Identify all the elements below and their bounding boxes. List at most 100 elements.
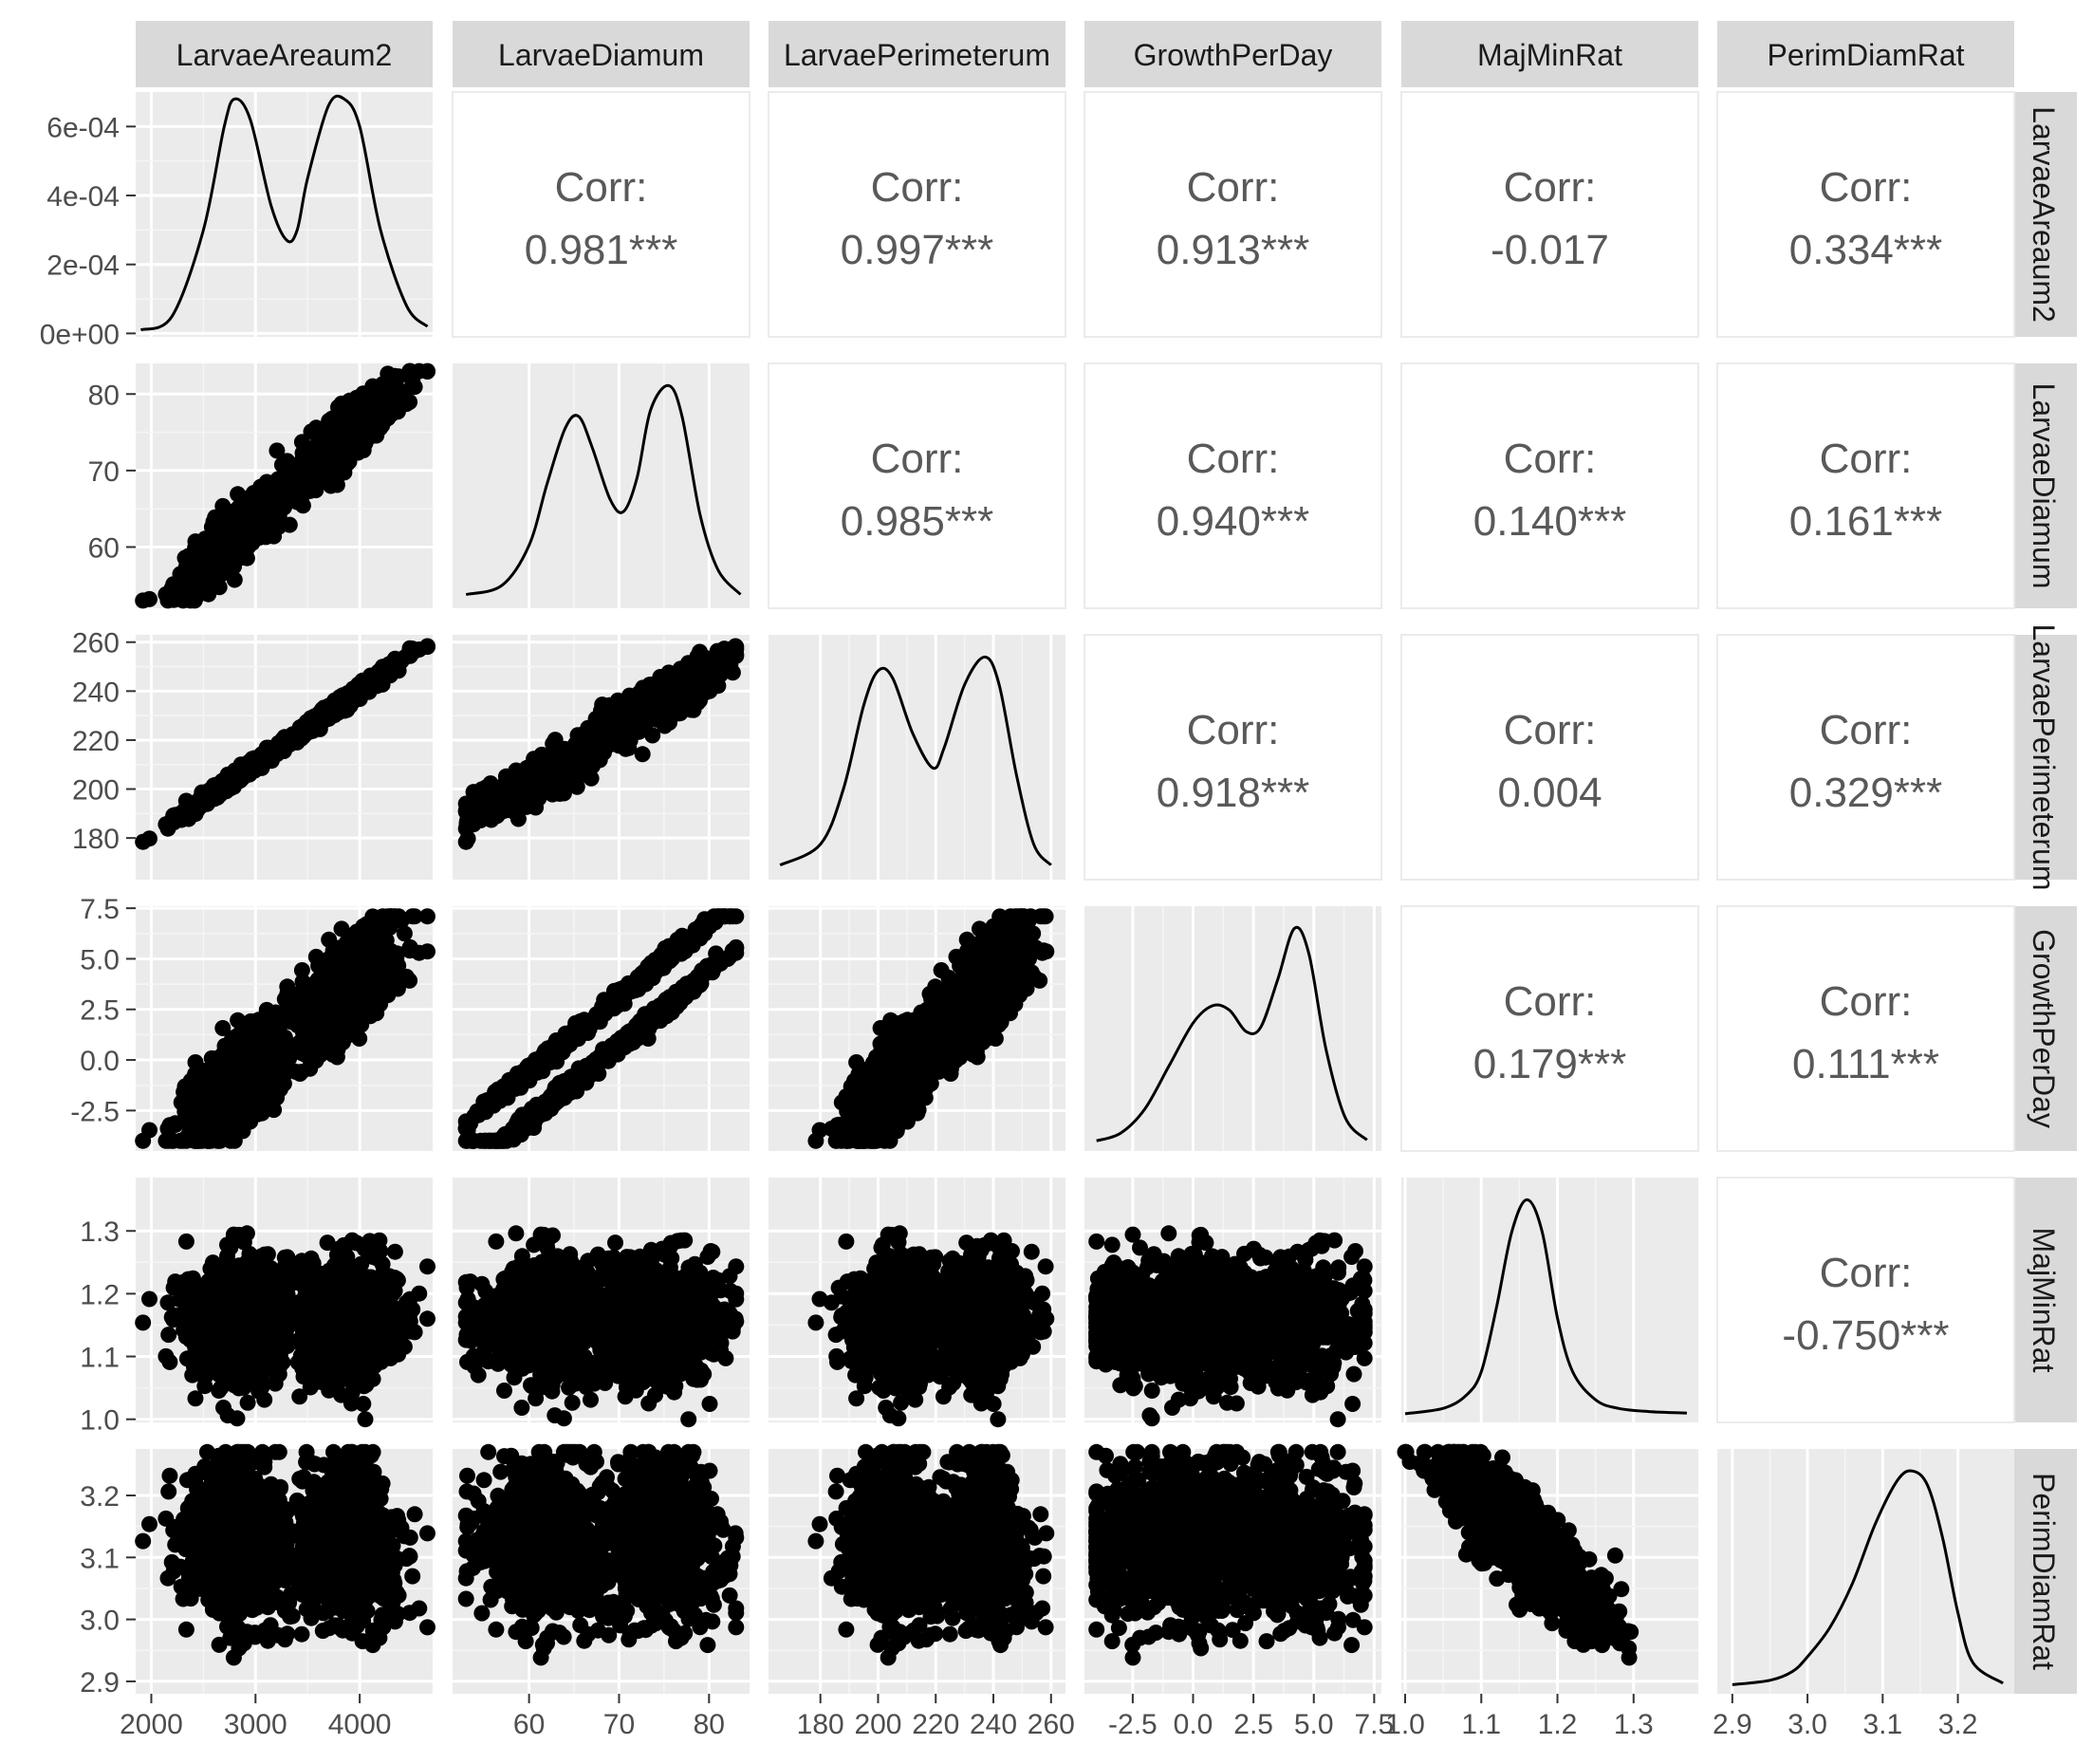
- strip-top-label: LarvaeDiamum: [498, 38, 704, 72]
- panel-r1-c5: Corr:0.161***: [1716, 362, 2015, 609]
- corr-value: 0.004: [1497, 770, 1602, 816]
- panel-r0-c0: [136, 92, 433, 337]
- data-point: [504, 788, 521, 805]
- strip-right-label: GrowthPerDay: [2027, 929, 2061, 1128]
- strip-top-bg: [1084, 21, 1381, 87]
- strip-right-label: MajMinRat: [2027, 1228, 2061, 1373]
- data-point: [709, 642, 726, 659]
- data-point: [250, 529, 268, 546]
- corr-value: 0.985***: [841, 498, 993, 545]
- corr-label: Corr:: [1187, 436, 1280, 482]
- panel-r0-c2: Corr: 0.997***: [768, 91, 1066, 338]
- panel-r3-c0: [135, 906, 435, 1151]
- data-point: [294, 445, 311, 461]
- data-point: [292, 465, 309, 482]
- panel-background: [453, 363, 750, 608]
- panel-r1-c0: [135, 362, 435, 609]
- data-point: [658, 705, 676, 722]
- corr-label: Corr:: [1504, 164, 1597, 211]
- panel-r0-c3: Corr:0.913***: [1084, 91, 1382, 338]
- corr-panel-border: [1400, 362, 1699, 609]
- data-point: [593, 711, 610, 728]
- data-point: [215, 774, 232, 791]
- corr-panel-border: [1400, 91, 1699, 338]
- strip-top-label: LarvaeAreaum2: [176, 38, 393, 72]
- panel-r0-c4: Corr: -0.017: [1400, 91, 1699, 338]
- strip-right-label: LarvaeDiamum: [2027, 383, 2061, 589]
- data-point: [269, 442, 286, 459]
- strip-top-bg: [1401, 21, 1698, 87]
- strip-top-label: LarvaePerimeterum: [784, 38, 1050, 72]
- data-point: [135, 1132, 152, 1149]
- data-point: [601, 696, 618, 714]
- data-point: [584, 751, 602, 767]
- data-point: [628, 708, 645, 725]
- strip-top-bg: [136, 21, 433, 87]
- strip-top-bg: [769, 21, 1065, 87]
- strip-right-label: PerimDiamRat: [2027, 1473, 2061, 1670]
- strip-right-bg: [2010, 1449, 2077, 1694]
- corr-value: 0.997***: [841, 227, 993, 273]
- strip-top-bg: [1717, 21, 2014, 87]
- density-curve: [139, 94, 429, 332]
- strip-top-label: MajMinRat: [1477, 38, 1622, 72]
- corr-label: Corr:: [555, 164, 648, 211]
- corr-panel-border: [1716, 634, 2015, 881]
- data-point: [668, 674, 685, 691]
- corr-value: 0.981***: [525, 227, 677, 273]
- data-point: [322, 447, 339, 464]
- data-point: [176, 803, 193, 820]
- data-point: [655, 687, 672, 704]
- corr-label: Corr:: [871, 164, 964, 211]
- corr-panel-border: [768, 91, 1066, 338]
- data-point: [372, 419, 389, 436]
- data-point: [373, 661, 390, 678]
- corr-value: 0.334***: [1789, 227, 1942, 273]
- corr-value: 0.140***: [1473, 498, 1626, 545]
- data-point: [135, 833, 152, 850]
- strip-top-label: GrowthPerDay: [1134, 38, 1333, 72]
- panel-r2-c1: [453, 635, 750, 880]
- data-point: [249, 499, 266, 516]
- corr-label: Corr:: [1820, 164, 1913, 211]
- corr-panel-border: [1084, 91, 1382, 338]
- panel-r0-c1: Corr: 0.981***: [452, 91, 750, 338]
- corr-label: Corr:: [1820, 707, 1913, 753]
- corr-panel-border: [452, 91, 750, 338]
- data-point: [200, 571, 217, 588]
- corr-panel-border: [1084, 362, 1382, 609]
- corr-panel-border: [1716, 91, 2015, 338]
- data-point: [263, 506, 280, 523]
- data-point: [607, 720, 624, 737]
- data-point: [199, 553, 216, 570]
- data-point: [406, 379, 423, 396]
- data-point: [176, 567, 193, 585]
- data-point: [699, 678, 716, 695]
- data-point: [328, 696, 345, 714]
- corr-value: 0.913***: [1157, 227, 1309, 273]
- corr-label: Corr:: [1820, 436, 1913, 482]
- corr-label: Corr:: [1187, 707, 1280, 753]
- data-point: [214, 497, 232, 514]
- data-point: [292, 720, 309, 737]
- corr-value: 0.940***: [1157, 498, 1309, 545]
- strip-right-label: LarvaePerimeterum: [2027, 624, 2061, 891]
- data-point: [249, 757, 266, 774]
- corr-panel-border: [1400, 634, 1699, 881]
- corr-value: 0.918***: [1157, 770, 1309, 816]
- panel-background: [769, 635, 1065, 880]
- panel-r1-c2: Corr:0.985***: [768, 362, 1066, 609]
- strip-right-label: LarvaeAreaum2: [2027, 106, 2061, 323]
- data-point: [342, 424, 359, 441]
- data-point: [390, 957, 407, 975]
- strip-right-bg: [2010, 92, 2077, 337]
- data-point: [727, 638, 744, 655]
- data-point: [458, 816, 475, 833]
- corr-value: 0.329***: [1789, 770, 1942, 816]
- corr-value: -0.017: [1491, 227, 1609, 273]
- panel-r2-c5: Corr: 0.329***: [1716, 634, 2015, 881]
- corr-panel-border: [1084, 634, 1382, 881]
- data-point: [373, 388, 390, 405]
- data-point: [175, 592, 192, 609]
- corr-label: Corr:: [1504, 436, 1597, 482]
